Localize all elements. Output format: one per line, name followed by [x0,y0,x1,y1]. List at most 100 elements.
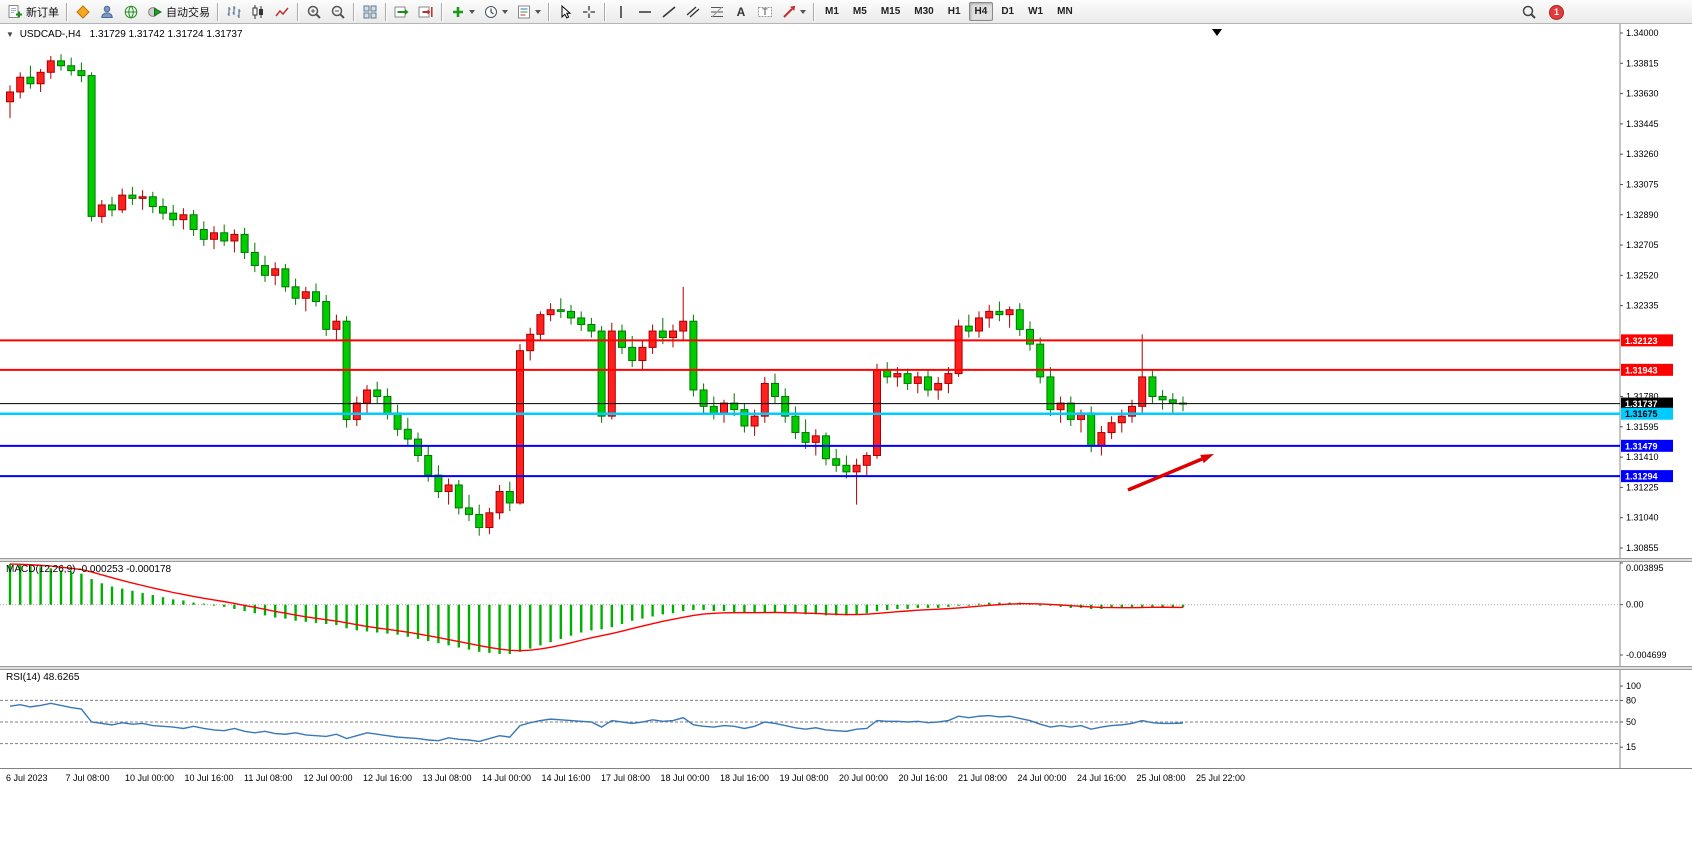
indicators-button[interactable] [446,1,479,22]
time-axis[interactable]: 6 Jul 2023 7 Jul 08:00 10 Jul 00:00 10 Jul … [0,768,1692,790]
panel-divider-rsi[interactable] [0,666,1692,670]
svg-text:1.31225: 1.31225 [1626,482,1659,492]
time-label: 20 Jul 16:00 [898,773,948,783]
macd-panel[interactable]: 0.003895 0.00 -0.004699 [0,562,1692,666]
line-chart-button[interactable] [270,1,294,22]
arrow-annotation[interactable] [1127,454,1214,492]
indicator-plus-icon [450,4,466,20]
timeframe-h1[interactable]: H1 [947,6,961,17]
svg-text:1.31675: 1.31675 [1625,409,1658,419]
svg-text:1.31737: 1.31737 [1625,399,1658,409]
arrow-tool-icon [781,4,797,20]
trendline-button[interactable] [657,1,681,22]
chart-shift-icon [418,4,434,20]
timeframe-w1[interactable]: W1 [1028,6,1044,17]
svg-text:T: T [762,6,768,16]
quick-trade-expander-icon[interactable]: ▼ [6,30,14,39]
rsi-label: RSI(14) 48.6265 [6,672,80,683]
channel-icon [685,4,701,20]
profile-button[interactable] [95,1,119,22]
arrows-tool-button[interactable] [777,1,810,22]
search-button[interactable] [1517,2,1541,23]
toolbar-separator [604,2,606,21]
scroll-to-end-icon[interactable] [1212,29,1222,36]
svg-text:15: 15 [1626,742,1636,752]
bars-chart-button[interactable] [222,1,246,22]
panel-divider-macd[interactable] [0,558,1692,562]
vertical-line-button[interactable] [609,1,633,22]
auto-scroll-button[interactable] [390,1,414,22]
auto-trading-button-label: 自动交易 [166,6,210,19]
svg-text:0.00: 0.00 [1626,600,1644,610]
zoom-in-icon [306,4,322,20]
text-tool-button[interactable]: A [729,1,753,22]
svg-text:1.31040: 1.31040 [1626,513,1659,523]
svg-text:1.31595: 1.31595 [1626,422,1659,432]
periods-button[interactable] [479,1,512,22]
rsi-axis[interactable]: 100 80 50 15 [1620,681,1641,752]
chevron-down-icon [502,9,508,14]
toolbar-separator [66,2,68,21]
time-label: 20 Jul 00:00 [839,773,889,783]
svg-text:1.34000: 1.34000 [1626,28,1659,38]
diamond-icon [75,4,91,20]
chart-shift-button[interactable] [414,1,438,22]
price-axis[interactable]: 1.34000 1.33815 1.33630 1.33445 1.33260 1.330… [1620,28,1659,553]
vline-icon [613,4,629,20]
chevron-down-icon [535,9,541,14]
new-order-button[interactable]: 新订单 [3,1,63,22]
fibonacci-button[interactable] [705,1,729,22]
timeframe-m5[interactable]: M5 [852,6,867,17]
toolbar-separator [813,2,815,21]
candlestick-icon [250,4,266,20]
time-label: 24 Jul 16:00 [1077,773,1127,783]
label-icon: T [757,4,773,20]
tile-icon [362,4,378,20]
time-label: 10 Jul 00:00 [125,773,175,783]
svg-text:80: 80 [1626,695,1636,705]
channel-button[interactable] [681,1,705,22]
main-chart-panel[interactable]: 1.34000 1.33815 1.33630 1.33445 1.33260 1.330… [0,24,1692,558]
candles-layer [6,54,1187,536]
candlestick-chart-button[interactable] [246,1,270,22]
timeframe-m15[interactable]: M15 [880,6,901,17]
community-button[interactable] [119,1,143,22]
toolbar-separator [441,2,443,21]
macd-label: MACD(12,26,9) -0.000253 -0.000178 [6,564,172,575]
chart-symbol-title: USDCAD-,H4 [19,29,81,40]
chevron-down-icon [800,9,806,14]
toolbar-separator [385,2,387,21]
tile-windows-button[interactable] [358,1,382,22]
svg-text:A: A [737,5,746,19]
time-label: 11 Jul 08:00 [244,773,293,783]
mql5-community-button[interactable] [71,1,95,22]
svg-text:1.33445: 1.33445 [1626,119,1659,129]
timeframe-h4[interactable]: H4 [968,2,994,21]
toolbar-separator [353,2,355,21]
bar-chart-icon [226,4,242,20]
crosshair-button[interactable] [577,1,601,22]
notification-badge[interactable]: 1 [1549,4,1564,20]
horizontal-line-button[interactable] [633,1,657,22]
crosshair-icon [581,4,597,20]
timeframe-mn[interactable]: MN [1057,6,1073,17]
timeframe-m30[interactable]: M30 [914,6,934,17]
zoom-in-button[interactable] [302,1,326,22]
zoom-out-button[interactable] [326,1,350,22]
timeframe-m1[interactable]: M1 [825,6,839,17]
svg-text:-0.004699: -0.004699 [1626,650,1667,660]
cursor-button[interactable] [553,1,577,22]
label-tool-button[interactable]: T [753,1,777,22]
rsi-panel[interactable]: 100 80 50 15 [0,670,1692,768]
auto-trading-icon [147,4,163,20]
svg-text:1.33075: 1.33075 [1626,179,1659,189]
macd-histogram [8,564,1185,654]
templates-button[interactable] [512,1,545,22]
timeframe-d1[interactable]: D1 [1001,6,1015,17]
auto-trading-button[interactable]: 自动交易 [143,1,214,22]
time-label: 24 Jul 00:00 [1017,773,1067,783]
person-icon [99,4,115,20]
macd-axis[interactable]: 0.003895 0.00 -0.004699 [1620,562,1667,660]
time-label: 21 Jul 08:00 [958,773,1008,783]
